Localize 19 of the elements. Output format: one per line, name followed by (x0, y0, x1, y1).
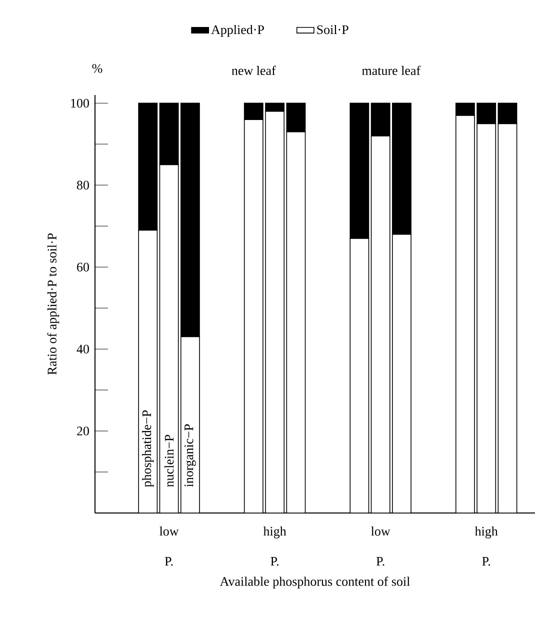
y-axis-title: Ratio of applied·P to soil·P (46, 233, 59, 375)
x-axis-title: Available phosphorus content of soil (220, 576, 410, 589)
annotation: phosphatide−P (142, 410, 154, 487)
annotation: nuclein−P (164, 434, 174, 487)
annotation: inorganic−P (184, 424, 196, 487)
category-label: high P. (474, 526, 498, 566)
category-label: low P. (159, 526, 178, 566)
y-tick-label: 80 (76, 180, 89, 190)
text: new leaf (232, 66, 276, 76)
category-label: high P. (263, 526, 286, 566)
y-tick-label: 20 (76, 426, 89, 436)
legend-label: Soil·P (316, 24, 348, 34)
category-label: low P. (370, 526, 390, 566)
y-tick-label: 40 (76, 344, 89, 354)
text: % (92, 64, 102, 73)
text: mature leaf (362, 66, 420, 76)
legend-label: Applied·P (210, 24, 264, 37)
y-tick-label: 60 (76, 262, 89, 272)
y-tick-label: 100 (70, 98, 89, 108)
